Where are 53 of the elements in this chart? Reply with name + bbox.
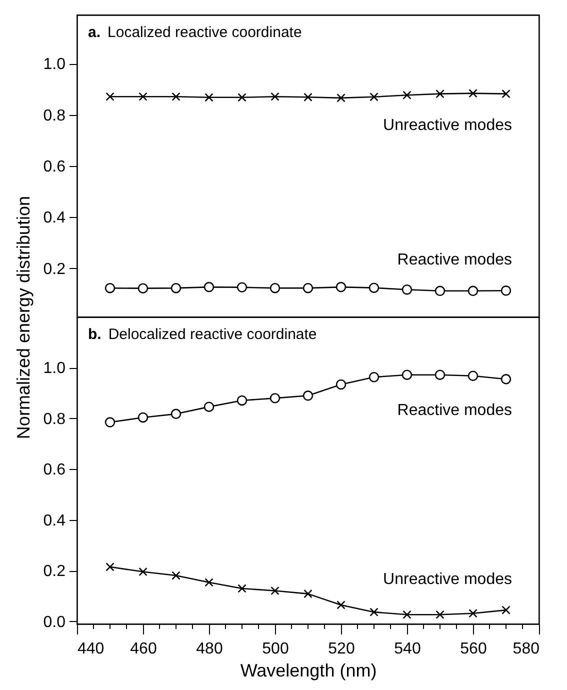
x-tick-label: 480 [196, 640, 223, 658]
point [468, 286, 478, 296]
x-tick-label: 500 [262, 640, 289, 658]
x-tick-label: 580 [512, 640, 540, 658]
point [500, 286, 512, 296]
point [204, 282, 214, 292]
y-tick-label: 0.2 [43, 563, 66, 580]
x-tick-label: 520 [328, 640, 355, 658]
series-label: Unreactive modes [383, 116, 512, 134]
point [138, 92, 148, 101]
point [302, 282, 314, 294]
point [204, 93, 214, 102]
x-tick-label: 560 [460, 640, 487, 658]
point [368, 282, 380, 293]
point [502, 89, 510, 98]
point [104, 282, 116, 294]
point [106, 92, 114, 101]
x-tick-label: 460 [130, 640, 157, 658]
y-tick-label: 0.0 [43, 614, 66, 631]
y-tick-label: 0.8 [43, 410, 66, 428]
point [402, 90, 412, 100]
series-label: Reactive modes [397, 252, 512, 269]
x-tick-label: 540 [394, 640, 421, 658]
point [336, 94, 346, 102]
point [336, 282, 346, 292]
point [402, 284, 412, 295]
y-tick-label: 0.4 [43, 210, 66, 227]
point [172, 92, 180, 101]
point [138, 283, 148, 294]
point [270, 92, 280, 101]
point [370, 92, 378, 102]
text: b. Delocalized reactive coordinate [88, 326, 317, 343]
y-tick-label: 0.6 [43, 158, 66, 176]
y-axis-title: Normalized energy distribution [13, 196, 34, 440]
point [170, 282, 182, 294]
point [468, 88, 478, 98]
point [238, 93, 246, 102]
y-tick-label: 0.6 [43, 462, 66, 479]
point [236, 282, 248, 292]
x-tick-label: 440 [78, 640, 104, 658]
x-axis-title: Wavelength (nm) [240, 660, 377, 680]
text: a. Localized reactive coordinate [88, 24, 302, 41]
y-tick-label: 1.0 [43, 56, 66, 74]
y-tick-label: 1.0 [43, 360, 66, 378]
y-tick-label: 0.2 [43, 260, 66, 278]
point [304, 92, 312, 102]
point [270, 282, 280, 294]
series-label: Reactive modes [397, 402, 512, 420]
y-tick-label: 0.8 [43, 107, 66, 124]
series-label: Unreactive modes [383, 571, 512, 588]
y-tick-label: 0.4 [43, 512, 66, 530]
point [434, 286, 446, 296]
point [436, 89, 444, 98]
